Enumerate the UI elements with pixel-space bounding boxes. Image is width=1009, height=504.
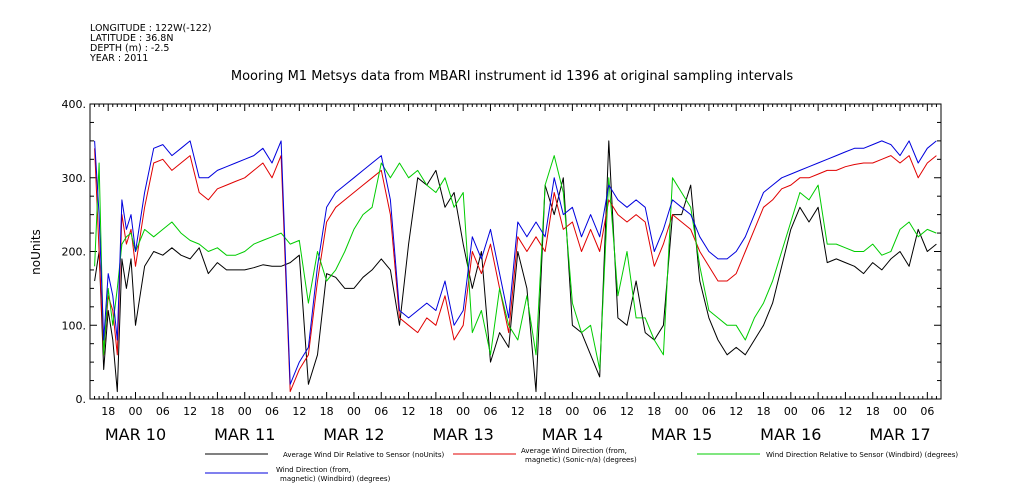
x-hour-label: 00 bbox=[456, 405, 470, 418]
x-hour-label: 18 bbox=[320, 405, 334, 418]
x-hour-label: 18 bbox=[647, 405, 661, 418]
x-hour-label: 00 bbox=[675, 405, 689, 418]
y-tick-label: 300. bbox=[62, 172, 87, 185]
series-line-0 bbox=[94, 140, 937, 393]
x-day-label: MAR 13 bbox=[433, 425, 494, 444]
plot-area: 0. 100. 200. 300. 400. 18 00 06 12 18 00 06 12 18 00 06… bbox=[62, 98, 942, 444]
x-hour-label: 06 bbox=[374, 405, 388, 418]
x-hour-label: 06 bbox=[920, 405, 934, 418]
x-hour-label: 00 bbox=[238, 405, 252, 418]
header-line-2: DEPTH (m) : -2.5 bbox=[90, 43, 169, 54]
x-hour-label: 00 bbox=[347, 405, 361, 418]
x-hour-label: 18 bbox=[210, 405, 224, 418]
x-hour-label: 06 bbox=[156, 405, 170, 418]
y-tick-label: 0. bbox=[76, 393, 87, 406]
x-day-label: MAR 10 bbox=[105, 425, 166, 444]
x-day-label: MAR 14 bbox=[542, 425, 603, 444]
x-hour-label: 18 bbox=[429, 405, 443, 418]
x-hour-label: 18 bbox=[866, 405, 880, 418]
x-hour-label: 06 bbox=[593, 405, 607, 418]
y-tick-label: 100. bbox=[62, 319, 87, 332]
x-hour-label: 00 bbox=[784, 405, 798, 418]
header-line-3: YEAR : 2011 bbox=[89, 53, 148, 64]
x-day-label: MAR 12 bbox=[323, 425, 384, 444]
x-hour-label: 12 bbox=[402, 405, 416, 418]
legend-label-0: Average Wind Dir Relative to Sensor (noU… bbox=[283, 451, 444, 459]
header-line-1: LATITUDE : 36.8N bbox=[90, 33, 173, 44]
x-hour-label: 12 bbox=[292, 405, 306, 418]
legend: Average Wind Dir Relative to Sensor (noU… bbox=[205, 447, 958, 483]
series-line-3 bbox=[94, 140, 937, 385]
x-hour-label: 00 bbox=[565, 405, 579, 418]
x-hour-label: 06 bbox=[811, 405, 825, 418]
x-hour-label: 18 bbox=[757, 405, 771, 418]
x-hour-label: 00 bbox=[129, 405, 143, 418]
y-tick-label: 400. bbox=[62, 98, 87, 111]
x-hour-label: 12 bbox=[729, 405, 743, 418]
x-day-label: MAR 15 bbox=[651, 425, 712, 444]
series-line-1 bbox=[94, 148, 937, 393]
x-hour-label: 06 bbox=[265, 405, 279, 418]
series-line-2 bbox=[94, 155, 937, 370]
x-hour-label: 12 bbox=[183, 405, 197, 418]
x-hour-label: 18 bbox=[538, 405, 552, 418]
x-day-label: MAR 11 bbox=[214, 425, 275, 444]
legend-label-2: Wind Direction Relative to Sensor (Windb… bbox=[766, 451, 958, 459]
y-tick-label: 200. bbox=[62, 246, 87, 259]
x-hour-label: 12 bbox=[511, 405, 525, 418]
x-day-label: MAR 16 bbox=[760, 425, 821, 444]
legend-label-3: Wind Direction (from, magnetic) (Windbir… bbox=[276, 466, 391, 483]
header-line-0: LONGITUDE : 122W(-122) bbox=[90, 23, 212, 34]
x-hour-label: 12 bbox=[838, 405, 852, 418]
x-hour-label: 12 bbox=[620, 405, 634, 418]
legend-label-1: Average Wind Direction (from, magnetic) … bbox=[521, 447, 637, 464]
chart-title: Mooring M1 Metsys data from MBARI instru… bbox=[231, 69, 793, 84]
y-axis-label: noUnits bbox=[29, 229, 43, 275]
x-hour-label: 18 bbox=[101, 405, 115, 418]
x-day-label: MAR 17 bbox=[869, 425, 930, 444]
x-hour-label: 06 bbox=[483, 405, 497, 418]
x-hour-label: 06 bbox=[702, 405, 716, 418]
x-hour-label: 00 bbox=[893, 405, 907, 418]
